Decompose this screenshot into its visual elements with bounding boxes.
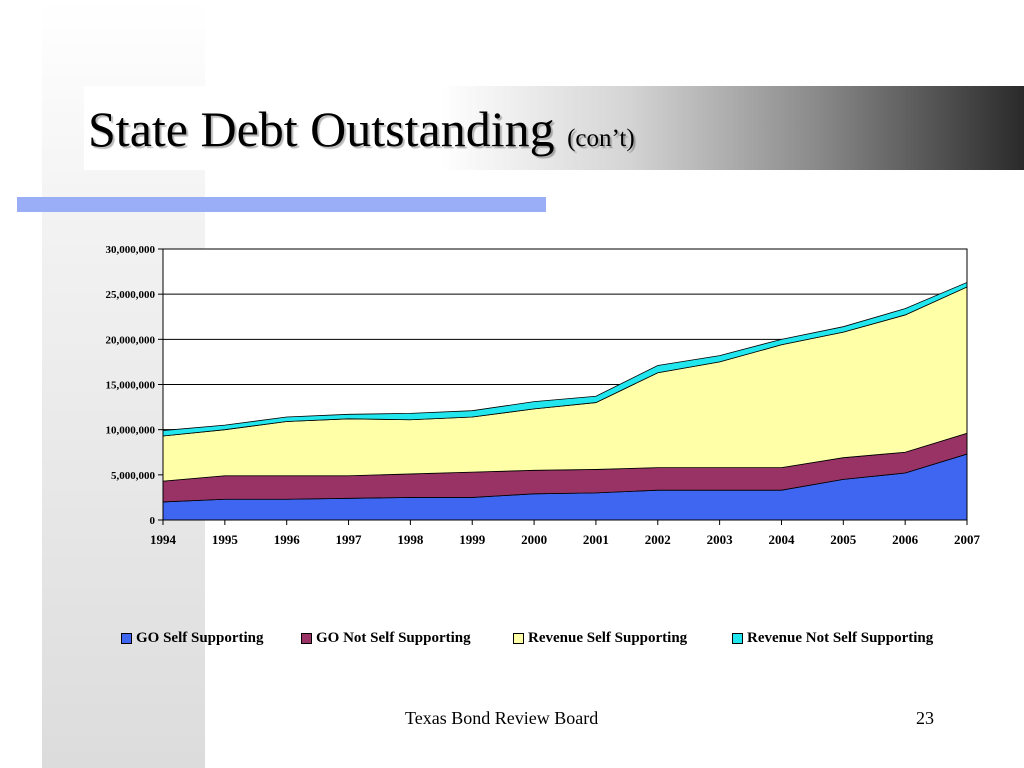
y-tick-label: 10,000,000	[106, 425, 156, 437]
x-tick-label: 2007	[954, 532, 981, 547]
x-tick-label: 2004	[768, 532, 795, 547]
y-tick-label: 20,000,000	[106, 334, 156, 346]
accent-bar	[17, 197, 546, 212]
legend-swatch	[513, 633, 524, 644]
page-number: 23	[916, 708, 934, 728]
y-tick-label: 5,000,000	[111, 470, 156, 482]
slide-title-sub: (con’t)	[567, 125, 635, 152]
footer-organization: Texas Bond Review Board	[405, 708, 599, 728]
x-tick-label: 2006	[892, 532, 919, 547]
title-gradient-bar	[84, 86, 1024, 170]
legend-swatch	[121, 633, 132, 644]
legend-swatch	[301, 633, 312, 644]
x-tick-label: 1994	[150, 532, 177, 547]
legend-entry-3: Revenue Self Supporting	[513, 630, 687, 647]
x-tick-label: 1996	[274, 532, 301, 547]
legend-entry-4: Revenue Not Self Supporting	[732, 630, 933, 647]
y-tick-label: 15,000,000	[106, 380, 156, 392]
chart-legend: GO Self Supporting GO Not Self Supporting…	[0, 630, 1024, 650]
x-tick-label: 2002	[645, 532, 671, 547]
legend-label: GO Not Self Supporting	[316, 630, 471, 646]
x-tick-label: 2005	[830, 532, 857, 547]
x-tick-label: 2000	[521, 532, 547, 547]
x-tick-label: 1998	[397, 532, 424, 547]
legend-entry-1: GO Self Supporting	[121, 630, 264, 647]
x-tick-label: 2003	[707, 532, 734, 547]
legend-label: Revenue Self Supporting	[528, 630, 688, 646]
y-tick-label: 30,000,000	[106, 244, 156, 256]
slide-title: State Debt Outstanding (con’t)	[88, 100, 635, 158]
legend-swatch	[732, 633, 743, 644]
legend-label: GO Self Supporting	[136, 630, 264, 646]
x-tick-label: 1999	[459, 532, 486, 547]
y-tick-label: 0	[150, 515, 156, 527]
x-tick-label: 2001	[583, 532, 609, 547]
slide-title-main: State Debt Outstanding	[88, 101, 555, 157]
x-tick-label: 1995	[212, 532, 239, 547]
y-tick-label: 25,000,000	[106, 289, 156, 301]
legend-label: Revenue Not Self Supporting	[747, 630, 934, 646]
x-tick-label: 1997	[336, 532, 363, 547]
legend-entry-2: GO Not Self Supporting	[301, 630, 471, 647]
